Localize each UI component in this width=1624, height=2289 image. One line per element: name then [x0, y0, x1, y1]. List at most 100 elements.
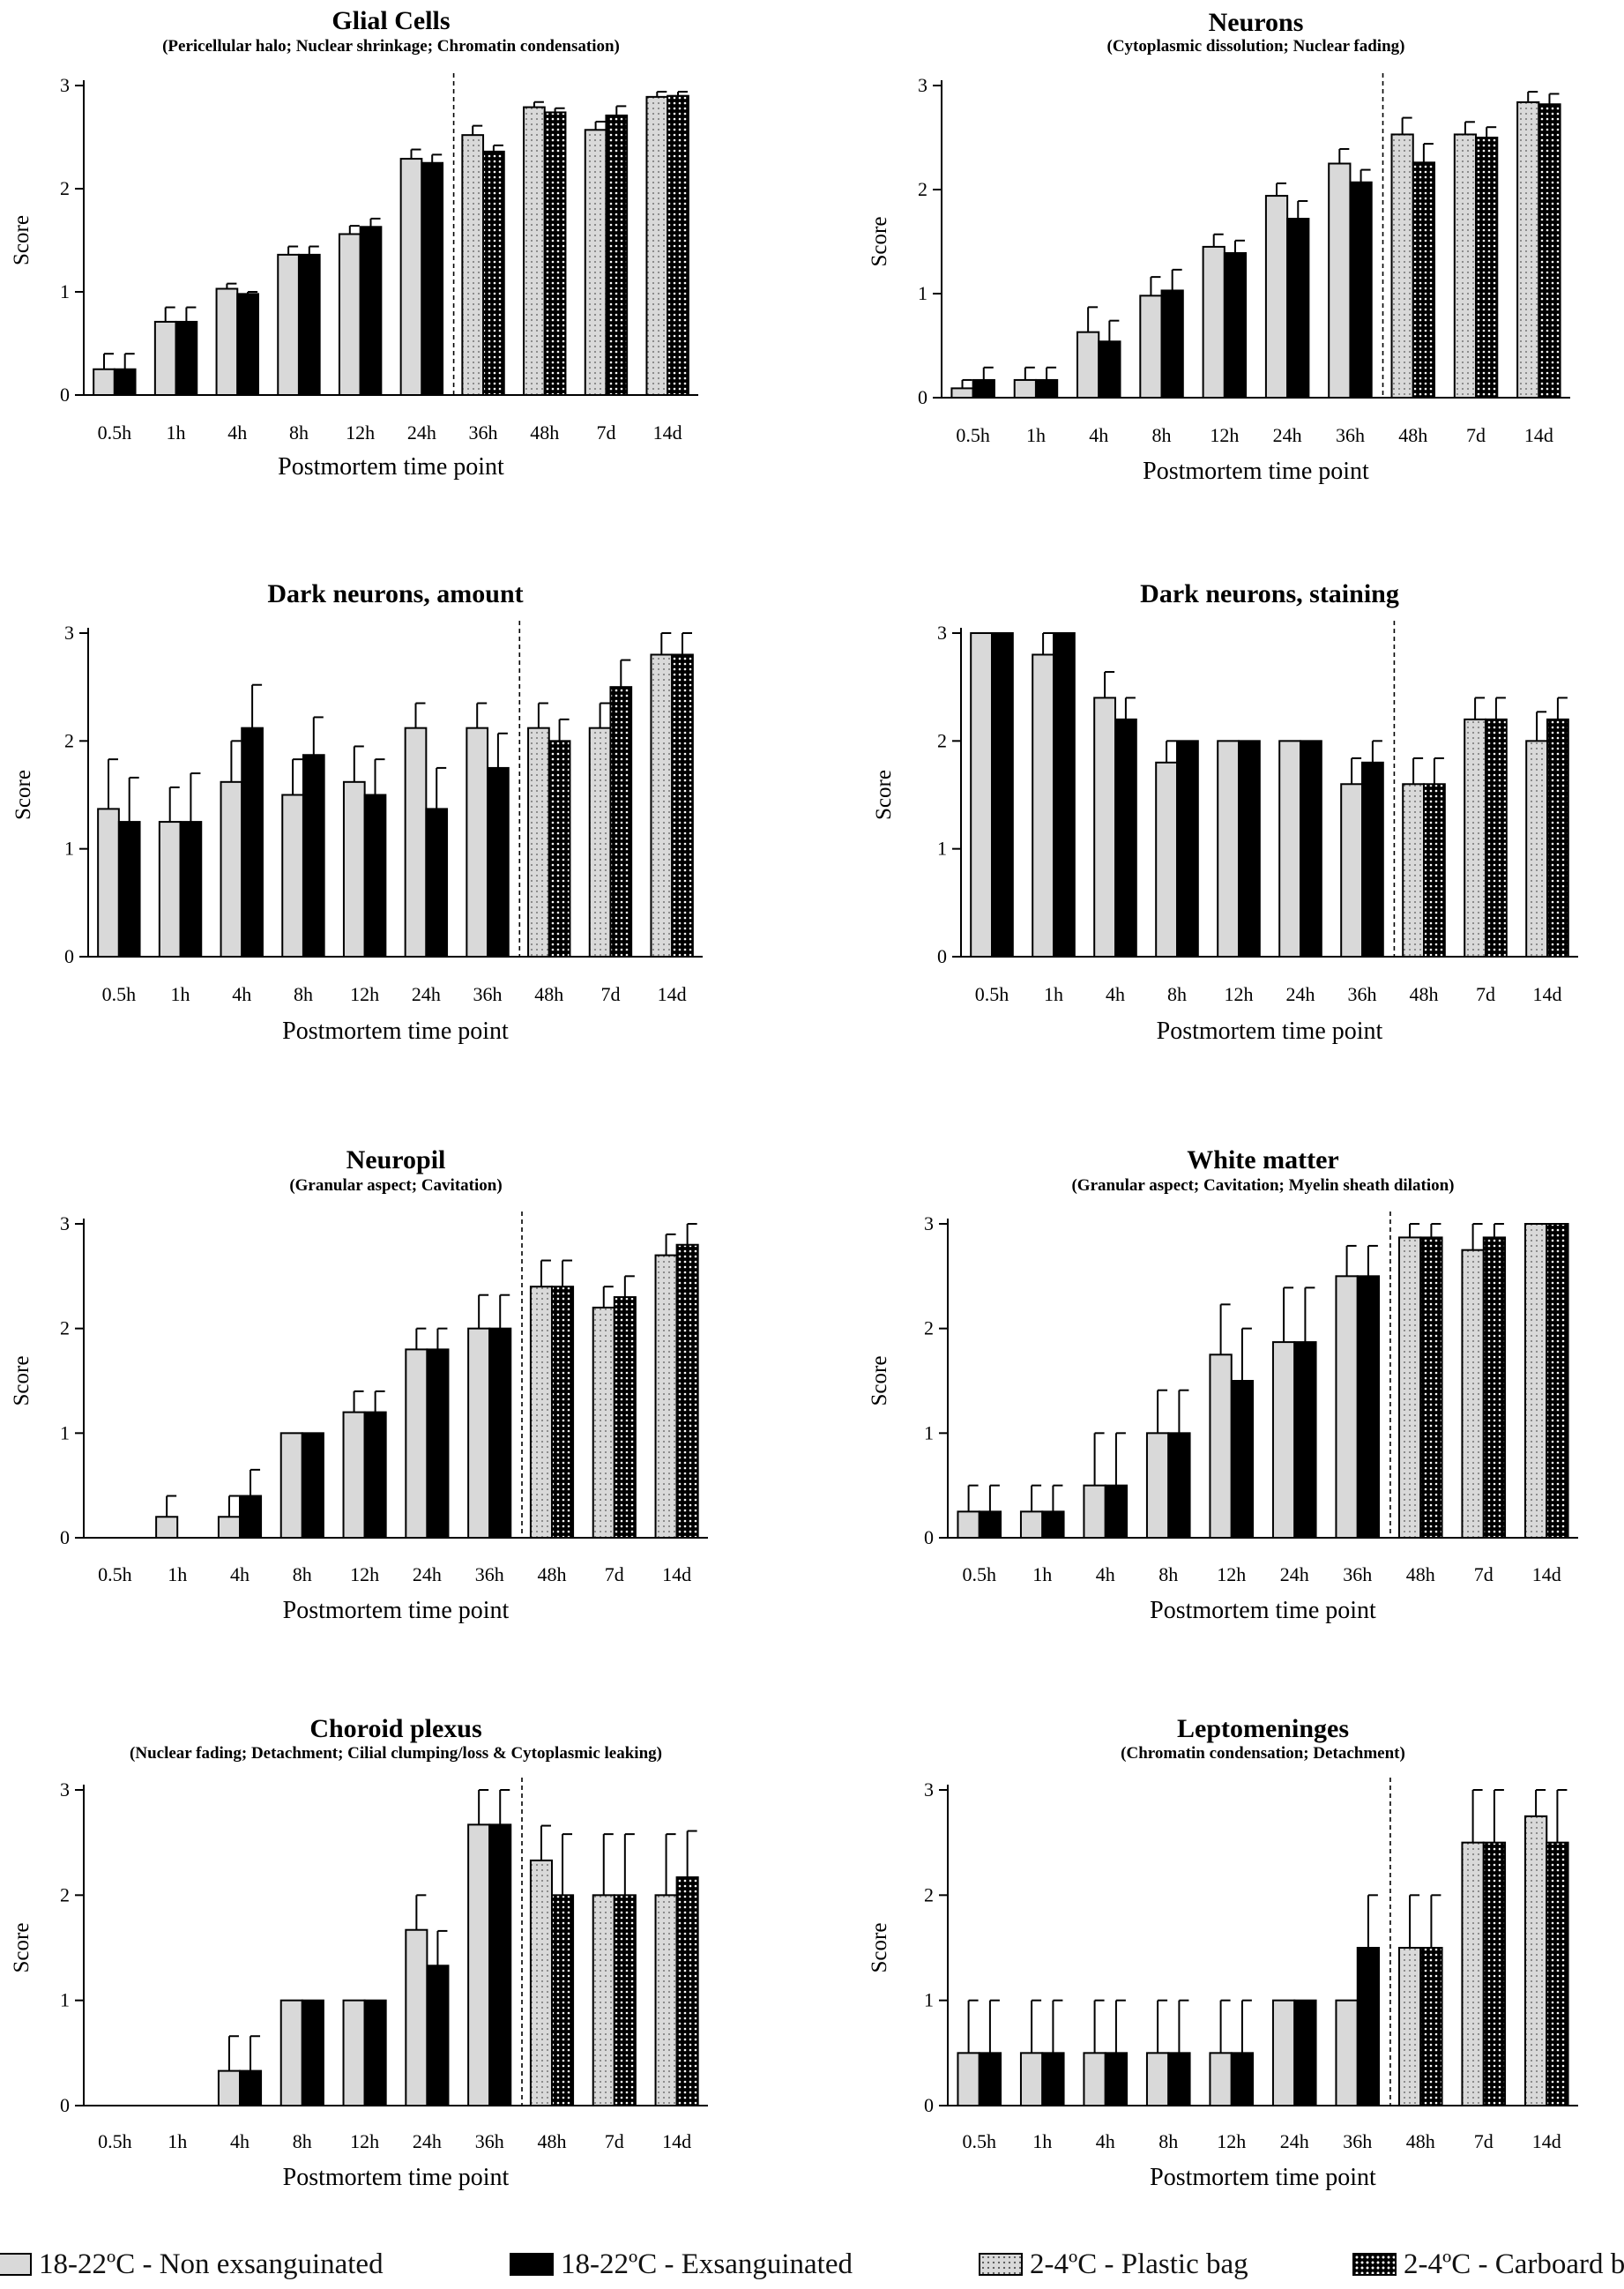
x-axis-label: Postmortem time point [282, 1018, 509, 1045]
x-axis-label: Postmortem time point [1150, 1597, 1376, 1624]
x-tick-label: 4h [1096, 1563, 1115, 1585]
bar-non-exsanguinated [404, 727, 428, 958]
bar-non-exsanguinated [215, 287, 239, 396]
chart-panel: Neurons(Cytoplasmic dissolution; Nuclear… [868, 8, 1570, 485]
x-tick-label: 24h [413, 1563, 442, 1585]
bar-plastic-bag [1461, 1841, 1485, 2107]
chart-subtitle: (Chromatin condensation; Detachment) [1121, 1744, 1405, 1763]
x-axis-label: Postmortem time point [1150, 2164, 1376, 2191]
bar-non-exsanguinated [1032, 653, 1054, 958]
bar-exsanguinated [972, 378, 995, 399]
x-tick-label: 0.5h [102, 983, 137, 1005]
bar-carboard-box [543, 111, 567, 396]
x-tick-label: 48h [1406, 1563, 1435, 1585]
bar-plastic-bag [650, 653, 674, 958]
y-axis-label: Score [10, 1356, 34, 1406]
y-tick-label: 3 [60, 74, 70, 96]
bar-exsanguinated [1167, 1432, 1191, 1540]
x-tick-label: 12h [350, 1563, 379, 1585]
bar-non-exsanguinated [1335, 1275, 1359, 1540]
bar-non-exsanguinated [279, 1432, 303, 1540]
figure-legend: 18-22ºC - Non exsanguinated 18-22ºC - Ex… [0, 2247, 1624, 2289]
bar-exsanguinated [488, 1327, 512, 1539]
x-tick-label: 12h [1225, 983, 1254, 1005]
bar-non-exsanguinated [1340, 783, 1363, 958]
bar-plastic-bag [1390, 133, 1414, 399]
bar-non-exsanguinated [1209, 2052, 1233, 2106]
bar-non-exsanguinated [1217, 740, 1240, 958]
bar-plastic-bag [1464, 718, 1486, 958]
x-tick-label: 0.5h [963, 2130, 997, 2152]
bar-plastic-bag [584, 129, 607, 396]
bar-non-exsanguinated [467, 1327, 491, 1539]
bar-non-exsanguinated [217, 1516, 241, 1540]
x-tick-label: 8h [293, 2130, 312, 2152]
x-tick-label: 14d [1524, 424, 1553, 446]
bar-non-exsanguinated [970, 632, 993, 958]
bar-non-exsanguinated [399, 158, 423, 396]
x-tick-label: 0.5h [98, 1563, 132, 1585]
y-axis-label: Score [10, 215, 34, 265]
x-axis-label: Postmortem time point [278, 453, 504, 481]
bar-exsanguinated [1041, 2052, 1065, 2106]
x-tick-label: 48h [534, 983, 563, 1005]
chart-panel: Dark neurons, staining 0 1 2 3 Score Postmorte… [872, 579, 1578, 1045]
bar-carboard-box [1485, 718, 1508, 958]
bar-carboard-box [1412, 161, 1435, 399]
legend-item-plastic-bag: 2-4ºC - Plastic bag [979, 2247, 1248, 2282]
x-tick-label: 36h [475, 2130, 504, 2152]
x-tick-label: 1h [1044, 983, 1063, 1005]
y-tick-label: 3 [924, 1778, 934, 1801]
bar-exsanguinated [991, 632, 1014, 958]
chart-panel: Dark neurons, amount 0 1 2 3 Score Postmortem … [11, 579, 703, 1045]
bar-carboard-box [1546, 1841, 1569, 2107]
bar-plastic-bag [654, 1254, 678, 1539]
bar-exsanguinated [1238, 740, 1261, 958]
legend-item-carboard-box: 2-4ºC - Carboard box [1352, 2247, 1624, 2282]
y-tick-label: 3 [60, 1212, 70, 1234]
bar-carboard-box [551, 1286, 575, 1539]
chart-title: Glial Cells [332, 6, 450, 35]
legend-swatch-dark [510, 2253, 554, 2276]
bar-exsanguinated [1114, 718, 1137, 958]
x-tick-label: 1h [1032, 2130, 1052, 2152]
legend-swatch-dotted-light [979, 2253, 1023, 2276]
x-tick-label: 8h [1167, 983, 1187, 1005]
bar-exsanguinated [241, 727, 264, 958]
chart-panel: Choroid plexus(Nuclear fading; Detachmen… [10, 1714, 708, 2191]
y-tick-label: 2 [60, 177, 70, 199]
chart-panel: Neuropil(Granular aspect; Cavitation)012… [10, 1145, 708, 1624]
bar-plastic-bag [1523, 1223, 1548, 1539]
x-tick-label: 4h [1096, 2130, 1115, 2152]
x-tick-label: 0.5h [956, 424, 990, 446]
bar-exsanguinated [239, 1495, 263, 1539]
y-tick-label: 0 [924, 1526, 934, 1548]
x-tick-label: 14d [1533, 983, 1562, 1005]
chart-panel: Leptomeninges(Chromatin condensation; De… [868, 1714, 1578, 2191]
x-tick-label: 24h [1286, 983, 1315, 1005]
bar-exsanguinated [1104, 1484, 1129, 1539]
bar-non-exsanguinated [957, 2052, 980, 2106]
bar-plastic-bag [592, 1306, 615, 1540]
bar-plastic-bag [1523, 1815, 1548, 2106]
x-tick-label: 8h [1152, 424, 1172, 446]
y-tick-label: 2 [60, 1317, 70, 1339]
x-tick-label: 8h [294, 983, 313, 1005]
x-tick-label: 36h [1343, 2130, 1372, 2152]
bar-exsanguinated [301, 1999, 324, 2107]
x-tick-label: 36h [469, 421, 498, 444]
bar-carboard-box [675, 1876, 699, 2106]
bar-exsanguinated [1098, 340, 1121, 399]
x-tick-label: 36h [475, 1563, 504, 1585]
bar-carboard-box [1475, 137, 1499, 399]
bar-carboard-box [1419, 1947, 1443, 2106]
bar-carboard-box [1546, 718, 1569, 958]
y-tick-label: 0 [918, 386, 927, 408]
bar-non-exsanguinated [1278, 740, 1301, 958]
legend-label: 2-4ºC - Carboard box [1404, 2248, 1624, 2280]
bar-exsanguinated [1041, 1510, 1065, 1540]
y-tick-label: 3 [60, 1778, 70, 1801]
y-tick-label: 1 [918, 282, 927, 304]
bar-exsanguinated [1176, 740, 1199, 958]
